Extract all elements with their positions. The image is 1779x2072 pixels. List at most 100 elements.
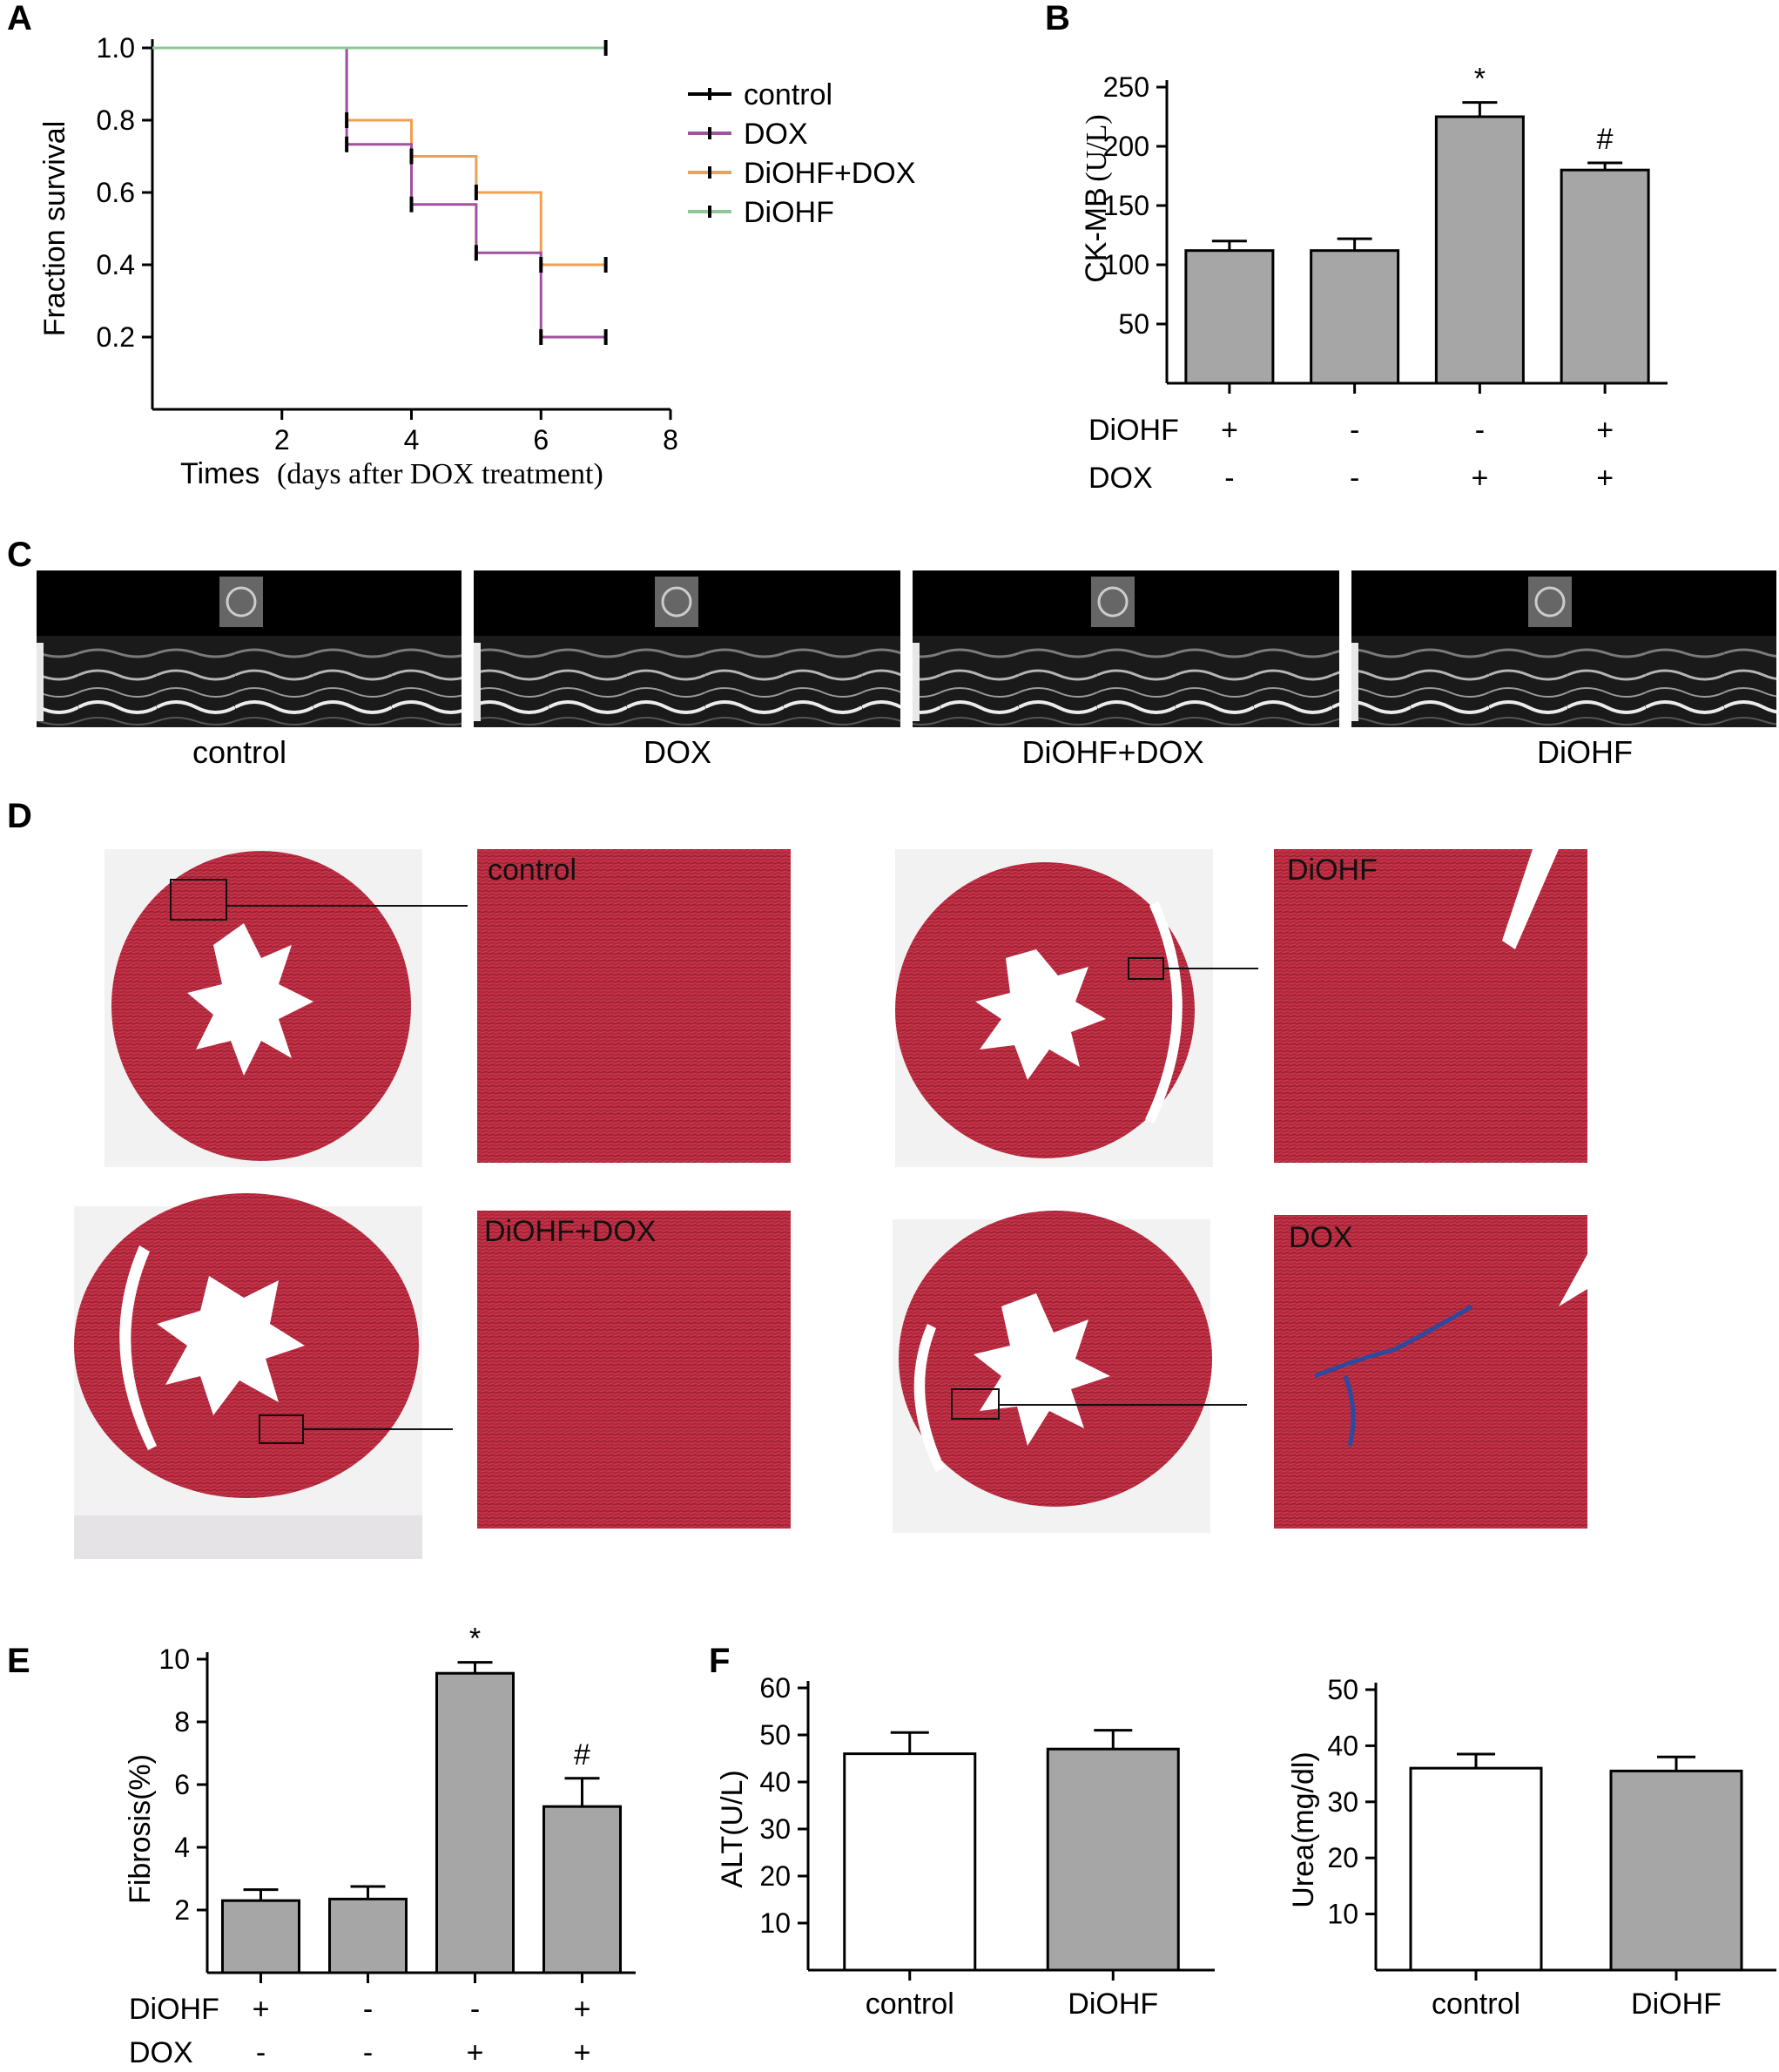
bar [221,1899,300,1974]
x-tick-label: 6 [533,424,549,456]
histology-control-whole [104,849,468,1167]
condition-value: - [1224,462,1234,495]
legend-label: DOX [744,118,808,151]
y-tick-label: 40 [1327,1730,1358,1761]
y-tick-label: 30 [759,1813,791,1845]
y-tick-label: 10 [158,1643,190,1675]
legend-label: DiOHF [744,196,834,229]
y-tick-label: 6 [174,1769,190,1800]
histology-diohf-dox-whole [74,1193,453,1559]
x-axis-label-note: (days after DOX treatment) [277,458,603,490]
bar [1046,1747,1180,1972]
condition-label: DOX [1088,462,1153,495]
histology-diohf-zoom [1274,849,1587,1163]
condition-value: - [1350,414,1359,447]
echo-image-control [37,570,462,727]
echo-label-diohf-dox: DiOHF+DOX [1021,734,1203,770]
y-axis-unit: (U/L) [1081,114,1113,181]
y-tick-label: 100 [1103,249,1149,280]
condition-label: DOX [129,2036,193,2069]
panel-letter-c: C [7,536,32,574]
condition-value: - [256,2036,266,2069]
panel-letter-e: E [7,1642,30,1680]
bar [1434,115,1525,385]
y-tick-label: 60 [759,1672,791,1704]
y-tick-label: 10 [759,1907,791,1939]
y-tick-label: 0.8 [97,105,135,136]
y-tick-label: 10 [1327,1899,1358,1930]
survival-chart: 0.2 0.4 0.6 0.8 1.0 2 4 6 8 Fraction survival Time… [38,32,915,490]
condition-value: + [1596,462,1614,495]
bar [1560,168,1650,385]
echo-label-control: control [192,734,286,770]
histology-label-diohf: DiOHF [1287,854,1378,887]
series-line-dox [152,46,606,339]
y-tick-label: 20 [759,1860,791,1892]
panel-letter-f: F [709,1642,730,1680]
bar [542,1805,622,1974]
y-tick-label: 150 [1103,190,1149,221]
y-tick-label: 50 [1327,1674,1358,1705]
y-tick-label: 0.4 [97,249,135,280]
condition-value: + [1221,414,1238,447]
histology-diohf-whole [895,849,1258,1167]
condition-value: - [1475,414,1485,447]
histology-panel: control DiOHF DiOHF+DOX [74,849,1587,1559]
y-tick-label: 0.6 [97,177,135,208]
y-tick-label: 8 [174,1706,190,1738]
condition-value: - [363,2036,373,2069]
echo-label-diohf: DiOHF [1537,734,1633,770]
y-tick-label: 30 [1327,1786,1358,1818]
condition-value: + [1471,462,1488,495]
condition-value: - [1350,462,1359,495]
significance-mark: * [1474,63,1486,96]
bar [435,1671,515,1974]
histology-diohf-dox-zoom [477,1211,791,1529]
y-tick-label: 2 [174,1894,190,1926]
legend-label: DiOHF+DOX [744,157,915,190]
bar [843,1752,977,1972]
condition-value: + [574,2036,591,2069]
y-tick-label: 50 [759,1719,791,1751]
y-axis-label: Fibrosis(%) [124,1754,157,1904]
echo-panel: control DOX DiOHF+DOX DiOHF [37,570,1776,770]
y-tick-label: 0.2 [97,321,135,353]
histology-dox-whole [893,1211,1247,1533]
series-line-diohf-dox [152,46,606,267]
x-tick-label: DiOHF [1068,1988,1158,2021]
histology-label-control: control [488,854,576,887]
bar [1409,1766,1543,1972]
panel-letter-a: A [7,0,32,37]
alt-chart: 10 20 30 40 50 60 control DiOHF ALT(U/L) [716,1672,1215,2021]
significance-mark: # [1597,123,1614,156]
y-tick-label: 40 [759,1766,791,1798]
histology-control-zoom [477,849,791,1163]
fibrosis-chart: 2 4 6 8 10 + - - - * - + # + + DiOHF DOX Fibrosis(%) [124,1623,636,2069]
y-axis-label: CK-MB [1080,187,1113,283]
y-tick-label: 200 [1103,131,1149,162]
condition-value: + [574,1993,591,2026]
y-tick-label: 20 [1327,1842,1358,1873]
condition-label: DiOHF [129,1993,219,2026]
panel-letter-d: D [7,797,32,835]
y-tick-label: 50 [1118,308,1149,340]
legend-label: control [744,78,832,111]
x-axis-label: Times [180,457,259,490]
x-tick-label: control [1432,1988,1520,2021]
x-tick-label: control [866,1988,954,2021]
bar [328,1897,408,1974]
echo-image-diohf [1351,570,1776,727]
bar [1609,1769,1743,1972]
echo-image-diohf-dox [913,570,1339,727]
y-axis-label: Urea(mg/dl) [1287,1751,1320,1907]
echo-image-dox [474,570,900,727]
condition-value: + [467,2036,484,2069]
x-tick-label: 4 [404,424,420,456]
histology-label-diohf-dox: DiOHF+DOX [484,1215,656,1248]
bar [1184,249,1275,385]
y-axis-label: ALT(U/L) [716,1770,749,1887]
y-axis-label: Fraction survival [38,121,71,337]
condition-label: DiOHF [1088,414,1179,447]
ck-mb-chart: 50 100 150 200 250 + - - - * - + # + + DiOHF DOX CK-MB (U/… [1080,63,1668,495]
